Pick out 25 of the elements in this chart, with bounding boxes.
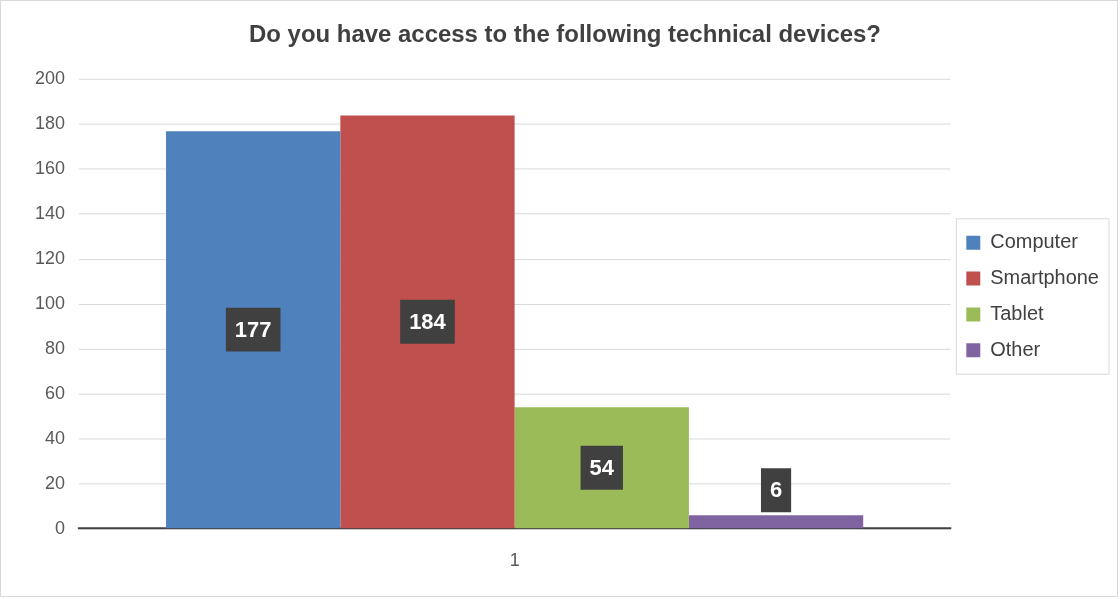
y-tick-label: 180: [34, 113, 65, 134]
y-tick-label: 100: [34, 293, 65, 314]
legend-label: Smartphone: [990, 266, 1099, 289]
y-tick-label: 80: [44, 337, 65, 358]
bar: [340, 115, 515, 529]
data-label: 54: [589, 454, 615, 480]
y-tick-label: 120: [34, 248, 65, 269]
legend-label: Tablet: [990, 301, 1044, 324]
y-tick-label: 0: [54, 517, 65, 538]
data-label: 177: [234, 316, 272, 342]
bar: [688, 515, 864, 529]
legend-label: Other: [990, 337, 1041, 360]
y-tick-label: 60: [44, 382, 65, 403]
y-tick-label: 20: [44, 472, 65, 493]
y-tick-label: 200: [34, 68, 65, 89]
data-label: 6: [769, 477, 783, 503]
chart-title: Do you have access to the following technical devices?: [249, 19, 881, 47]
bar: [514, 407, 689, 529]
legend-label: Computer: [990, 230, 1079, 253]
y-tick-label: 40: [44, 427, 65, 448]
y-tick-label: 140: [34, 203, 65, 224]
bar: [166, 131, 341, 529]
data-label: 184: [409, 308, 447, 334]
x-tick-label: 1: [509, 550, 520, 571]
y-tick-label: 160: [34, 158, 65, 179]
